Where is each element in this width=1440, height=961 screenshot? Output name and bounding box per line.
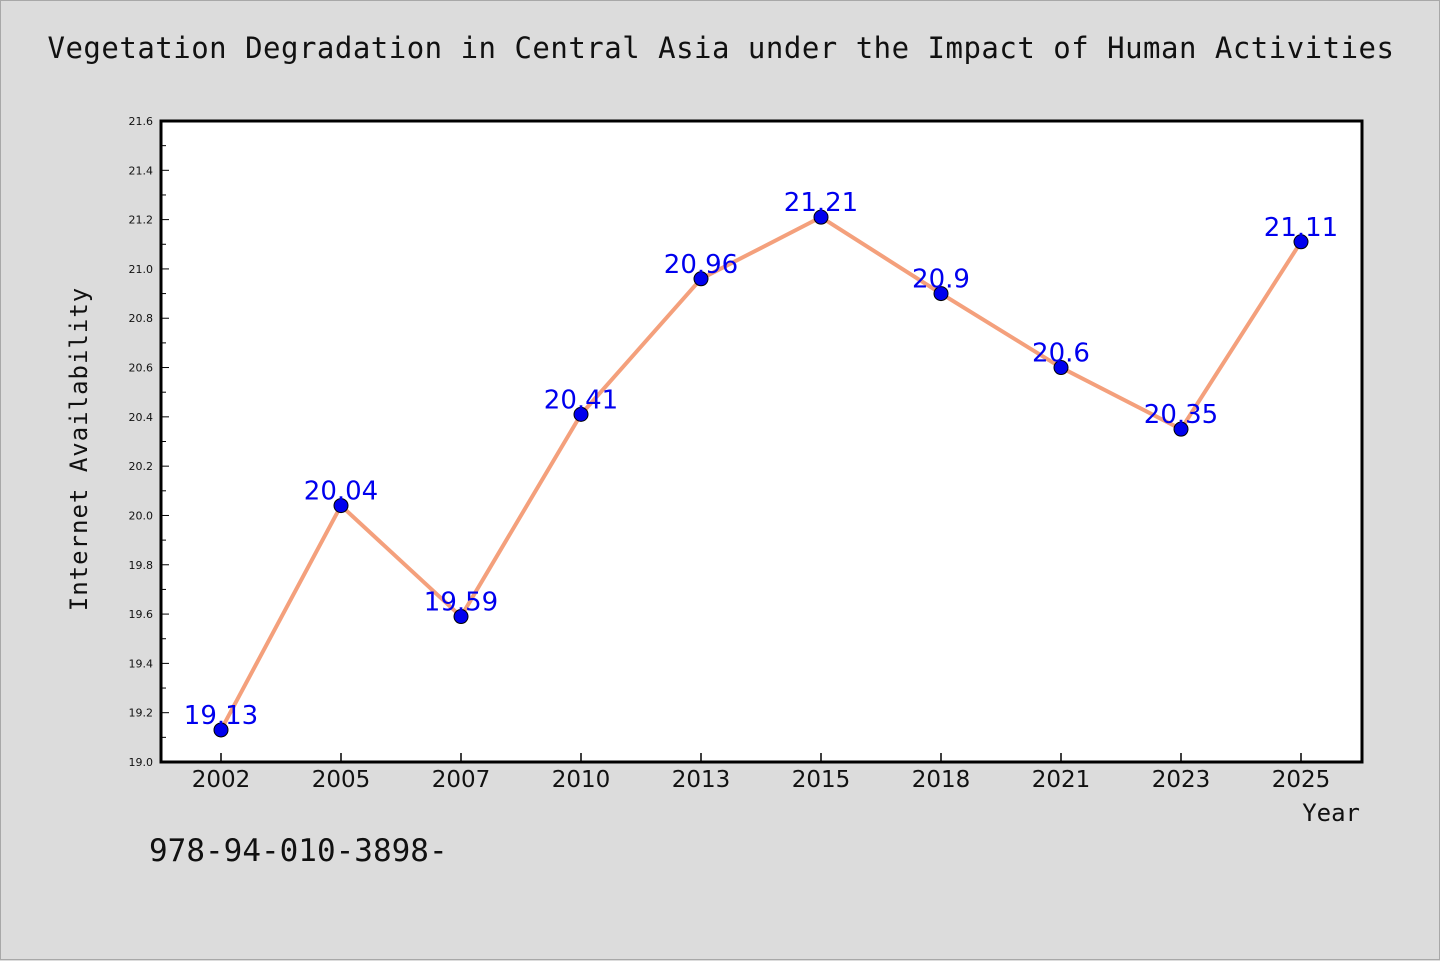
data-point <box>453 609 469 625</box>
data-label-group: 19.13 20.04 19.59 20.41 20.96 21.21 20.9 20.6 20… <box>184 188 1338 731</box>
plot-area <box>159 119 1364 764</box>
data-label: 20.9 <box>912 265 970 295</box>
data-label: 21.21 <box>784 188 858 218</box>
y-tick-label: 19.2 <box>129 707 154 720</box>
y-tick-label: 20.2 <box>129 460 154 473</box>
data-label: 20.35 <box>1144 400 1218 430</box>
y-tick-label: 19.6 <box>129 608 154 621</box>
y-tick-label: 20.6 <box>129 362 154 375</box>
data-point <box>693 271 709 287</box>
data-point <box>1293 234 1309 250</box>
x-tick-label: 2023 <box>1152 767 1211 793</box>
data-label: 19.59 <box>424 588 498 618</box>
x-axis-label: Year <box>1302 799 1360 827</box>
data-point <box>813 209 829 225</box>
y-tick-label: 20.4 <box>129 411 154 424</box>
data-label: 21.11 <box>1264 213 1338 243</box>
x-tick-label: 2002 <box>192 767 251 793</box>
y-tick-label: 21.2 <box>129 214 154 227</box>
series-line <box>219 215 1303 732</box>
data-point <box>333 498 349 514</box>
data-point <box>1173 421 1189 437</box>
x-tick-label: 2007 <box>432 767 491 793</box>
x-tick-label: 2010 <box>552 767 611 793</box>
x-tick-label: 2015 <box>792 767 851 793</box>
y-tick-label: 21.4 <box>129 164 154 177</box>
y-tick-label: 20.0 <box>129 509 154 522</box>
y-tick-label: 21.0 <box>129 263 154 276</box>
y-tick-label: 19.0 <box>129 756 154 769</box>
data-point <box>573 406 589 422</box>
y-tick-label: 19.8 <box>129 559 154 572</box>
y-tick-label: 21.6 <box>129 115 154 128</box>
y-tick-label: 19.4 <box>129 657 154 670</box>
x-tick-label: 2005 <box>312 767 371 793</box>
footnote-text: 978-94-010-3898- <box>149 833 448 869</box>
x-tick-label: 2018 <box>912 767 971 793</box>
data-label: 20.96 <box>664 250 738 280</box>
y-axis-label: Internet Availability <box>65 287 93 611</box>
data-label: 20.41 <box>544 385 618 415</box>
y-tick-label: 20.8 <box>129 312 154 325</box>
x-tick-label: 2021 <box>1032 767 1091 793</box>
data-label: 20.04 <box>304 477 378 507</box>
data-point <box>213 722 229 738</box>
data-label: 20.6 <box>1032 339 1090 369</box>
x-tick-label: 2025 <box>1272 767 1331 793</box>
series-line-group <box>219 215 1303 732</box>
data-point <box>933 286 949 302</box>
marker-group <box>213 209 1309 738</box>
chart-title: Vegetation Degradation in Central Asia u… <box>47 31 1395 65</box>
x-tick-label: 2013 <box>672 767 731 793</box>
y-axis: 19.0 19.2 19.4 19.6 19.8 20.0 20.2 20.4 20.6 20.8… <box>129 115 169 769</box>
data-label: 19.13 <box>184 701 258 731</box>
data-point <box>1053 360 1069 376</box>
x-axis: 2002 2005 2007 2010 2013 2015 2018 2021 2023 2025 <box>192 753 1331 793</box>
